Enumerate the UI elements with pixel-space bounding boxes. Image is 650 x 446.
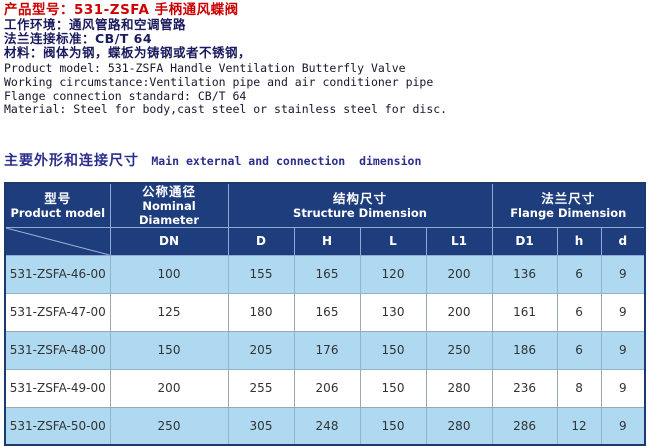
cell-l1: 250 (425, 330, 493, 370)
product-info-block: 产品型号：531-ZSFA 手柄通风蝶阀 工作环境：通风管路和空调管路 法兰连接… (0, 0, 650, 117)
subheader-d1: D1 (491, 226, 558, 256)
flange-standard-line-en: Flange connection standard: CB/T 64 (4, 88, 247, 103)
table-row: 531-ZSFA-47-00 125 180 165 130 200 161 6… (4, 292, 646, 332)
cell-d: 205 (227, 330, 295, 370)
col-header-product-model: 型号 Product model (4, 182, 111, 228)
header-row-groups: 型号 Product model 公称通径 Nominal Diameter 结… (4, 182, 646, 228)
cell-h: 165 (293, 254, 361, 294)
cell-h-flange: 6 (556, 330, 602, 370)
cell-dn: 250 (109, 406, 229, 446)
section-title: 主要外形和连接尺寸 Main external and connection d… (4, 143, 650, 171)
cell-h: 165 (293, 292, 361, 332)
diagonal-strike-cell (4, 226, 111, 256)
cell-l: 150 (359, 330, 427, 370)
diagonal-line (6, 228, 110, 255)
cell-h-flange: 6 (556, 254, 602, 294)
cell-l: 150 (359, 368, 427, 408)
flange-standard-line-cn: 法兰连接标准：CB/T 64 (4, 30, 153, 46)
col-header-flange-dimension-cn: 法兰尺寸 (541, 190, 596, 206)
subheader-d: D (227, 226, 295, 256)
col-header-structure-dimension-en: Structure Dimension (293, 205, 427, 220)
subheader-h: H (293, 226, 361, 256)
cell-l1: 280 (425, 368, 493, 408)
table-row: 531-ZSFA-46-00 100 155 165 120 200 136 6… (4, 254, 646, 294)
cell-d-flange: 9 (600, 330, 646, 370)
cell-model: 531-ZSFA-50-00 (4, 406, 111, 446)
col-header-flange-dimension: 法兰尺寸 Flange Dimension (491, 182, 646, 228)
col-header-product-model-en: Product model (10, 205, 106, 220)
cell-l1: 200 (425, 254, 493, 294)
cell-l: 120 (359, 254, 427, 294)
subheader-l1: L1 (425, 226, 493, 256)
cell-d1: 136 (491, 254, 558, 294)
material-line-cn: 材料：阀体为钢，蝶板为铸钢或者不锈钢， (4, 44, 252, 60)
cell-d: 155 (227, 254, 295, 294)
working-circumstance-line-cn: 工作环境：通风管路和空调管路 (4, 17, 187, 32)
product-model-line-cn: 产品型号：531-ZSFA 手柄通风蝶阀 (4, 2, 239, 18)
cell-l: 130 (359, 292, 427, 332)
cell-h: 176 (293, 330, 361, 370)
subheader-l: L (359, 226, 427, 256)
col-header-structure-dimension-cn: 结构尺寸 (333, 190, 388, 206)
cell-dn: 100 (109, 254, 229, 294)
header-row-subcolumns: DN D H L L1 D1 h d (4, 226, 646, 256)
cell-d: 255 (227, 368, 295, 408)
working-circumstance-line-en: Working circumstance:Ventilation pipe an… (4, 74, 434, 89)
cell-d: 305 (227, 406, 295, 446)
cell-dn: 200 (109, 368, 229, 408)
col-header-nominal-diameter-cn: 公称通径 (141, 183, 196, 199)
col-header-structure-dimension: 结构尺寸 Structure Dimension (227, 182, 493, 228)
cell-h-flange: 8 (556, 368, 602, 408)
cell-d1: 236 (491, 368, 558, 408)
material-line-en: Material: Steel for body,cast steel or s… (4, 102, 448, 117)
cell-model: 531-ZSFA-47-00 (4, 292, 111, 332)
cell-model: 531-ZSFA-49-00 (4, 368, 111, 408)
cell-d-flange: 9 (600, 406, 646, 446)
col-header-flange-dimension-en: Flange Dimension (510, 205, 627, 220)
table-row: 531-ZSFA-49-00 200 255 206 150 280 236 8… (4, 368, 646, 408)
cell-dn: 150 (109, 330, 229, 370)
product-model-line-en: Product model: 531-ZSFA Handle Ventilati… (4, 61, 406, 76)
cell-d-flange: 9 (600, 292, 646, 332)
subheader-h-flange: h (556, 226, 602, 256)
subheader-d-flange: d (600, 226, 646, 256)
cell-d-flange: 9 (600, 368, 646, 408)
cell-model: 531-ZSFA-48-00 (4, 330, 111, 370)
cell-h: 248 (293, 406, 361, 446)
cell-d: 180 (227, 292, 295, 332)
cell-d1: 286 (491, 406, 558, 446)
cell-d1: 161 (491, 292, 558, 332)
product-info-english: Product model: 531-ZSFA Handle Ventilati… (4, 62, 650, 116)
table-row: 531-ZSFA-48-00 150 205 176 150 250 186 6… (4, 330, 646, 370)
cell-dn: 125 (109, 292, 229, 332)
cell-h-flange: 6 (556, 292, 602, 332)
col-header-nominal-diameter: 公称通径 Nominal Diameter (109, 182, 229, 228)
cell-model: 531-ZSFA-46-00 (4, 254, 111, 294)
cell-h-flange: 12 (556, 406, 602, 446)
col-header-product-model-cn: 型号 (44, 190, 72, 206)
cell-h: 206 (293, 368, 361, 408)
col-header-nominal-diameter-en: Nominal Diameter (139, 198, 199, 227)
cell-l1: 200 (425, 292, 493, 332)
cell-l: 150 (359, 406, 427, 446)
dimension-table: 型号 Product model 公称通径 Nominal Diameter 结… (4, 181, 647, 446)
subheader-dn: DN (109, 226, 229, 256)
cell-l1: 280 (425, 406, 493, 446)
cell-d-flange: 9 (600, 254, 646, 294)
cell-d1: 186 (491, 330, 558, 370)
table-row: 531-ZSFA-50-00 250 305 248 150 280 286 1… (4, 406, 646, 446)
section-title-cn: 主要外形和连接尺寸 (4, 152, 139, 169)
section-title-en: Main external and connection dimension (151, 153, 422, 168)
